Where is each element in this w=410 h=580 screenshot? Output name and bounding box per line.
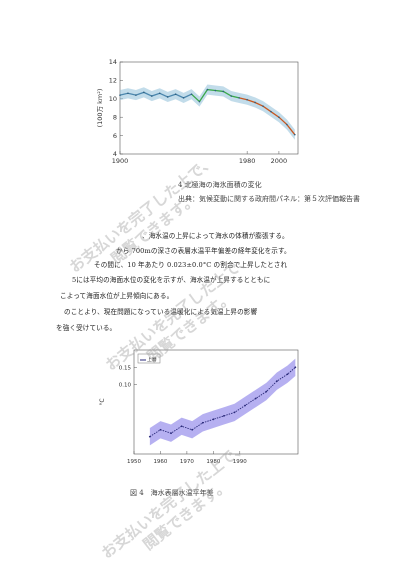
ocean-temperature-data-point	[201, 421, 204, 424]
sea-ice-data-point	[278, 116, 280, 118]
body-line-1: 、海水温の上昇によって海水の体積が膨張する。	[142, 232, 289, 240]
sea-ice-data-point	[214, 89, 217, 92]
ocean-temperature-chart: 上層 0.15 0.10 1950 1960 1970 1980 1990 °C	[99, 349, 299, 465]
ocean-temperature-uncertainty-band	[149, 358, 296, 446]
ocean-temperature-x-tick-label: 1990	[233, 459, 247, 465]
ocean-temperature-series-line	[149, 366, 296, 438]
sea-ice-data-point	[254, 101, 256, 104]
sea-ice-y-tick-label: 8	[113, 113, 117, 121]
watermark-top: お支払いを完了した上で、 閲覧できます。	[66, 152, 230, 292]
sea-ice-data-point	[143, 91, 145, 94]
ocean-temperature-data-point	[233, 411, 236, 414]
figure-1: 14 12 10 8 6 4 1900 1980 2000 (100万 km²)	[96, 58, 308, 170]
sea-ice-series-line	[239, 97, 296, 136]
sea-ice-data-point	[238, 97, 240, 99]
ocean-temperature-y-tick-label: 0.15	[119, 365, 132, 371]
sea-ice-data-point	[262, 105, 264, 107]
ocean-temperature-data-point	[159, 428, 162, 431]
sea-ice-series-line	[119, 91, 192, 99]
sea-ice-y-tick-label: 4	[113, 150, 117, 158]
ocean-temperature-data-point	[170, 432, 172, 435]
legend-box	[137, 353, 161, 364]
sea-ice-data-point	[222, 90, 225, 93]
body-line-4: 5には平均の海面水位の変化を示すが、海水温が上昇するとともに	[72, 276, 271, 284]
ocean-temperature-x-tick-label: 1980	[206, 459, 220, 465]
sea-ice-data-point	[246, 98, 248, 101]
sea-ice-data-point	[230, 95, 233, 97]
body-line-5: こよって海面水位が上昇傾向にある。	[60, 292, 174, 300]
sea-ice-x-tick-label: 1900	[112, 157, 129, 165]
sea-ice-data-point	[286, 123, 288, 126]
ocean-temperature-data-point	[286, 373, 289, 376]
ocean-temperature-data-point	[294, 366, 297, 369]
sea-ice-y-tick-label: 12	[109, 77, 117, 85]
sea-ice-data-point	[294, 133, 296, 136]
sea-ice-data-point	[190, 93, 193, 95]
body-line-3: その間に、10 年あたり 0.023±0.0°C の割合で上昇したとされ	[94, 261, 288, 269]
ocean-temperature-x-tick-label: 1960	[153, 459, 167, 465]
ocean-temperature-data-point	[148, 435, 151, 438]
ocean-temperature-y-tick-label: 0.10	[119, 383, 132, 389]
figure-1-caption-line2: 出典：気候変動に関する政府間パネル：第５次評価報告書	[178, 195, 360, 203]
sea-ice-data-point	[270, 110, 272, 113]
ocean-temperature-data-point	[180, 425, 183, 428]
ocean-temperature-data-point	[265, 390, 268, 393]
sea-ice-y-axis-label: (100万 km²)	[96, 89, 104, 128]
sea-ice-data-point	[166, 96, 169, 98]
sea-ice-y-tick-label: 6	[113, 132, 117, 140]
ocean-temperature-data-point	[212, 418, 215, 421]
body-line-2: から 700mの深さの表層水温平年偏差の経年変化を示す。	[116, 247, 291, 255]
body-line-6: のことより、現在問題になっている温暖化による気温上昇の影響	[64, 308, 258, 316]
ocean-temperature-x-tick-label: 1970	[180, 459, 194, 465]
body-line-7: を強く受けている。	[56, 324, 117, 332]
watermark-top-line1: お支払いを完了した上で、	[66, 151, 219, 277]
sea-ice-data-point	[158, 92, 161, 95]
sea-ice-uncertainty-band	[120, 84, 295, 140]
sea-ice-data-point	[119, 94, 121, 96]
sea-ice-data-point	[174, 93, 177, 95]
ocean-temperature-data-point	[275, 380, 278, 383]
sea-ice-y-tick-label: 10	[109, 95, 117, 103]
ocean-temperature-data-point	[244, 404, 246, 407]
sea-ice-x-tick-label: 1980	[239, 157, 256, 165]
ocean-temperature-x-tick-label: 1950	[127, 459, 141, 465]
figure-2-caption: 図 4 海水表層水温平年差	[130, 489, 214, 497]
ocean-temperature-data-point	[223, 414, 225, 417]
sea-ice-data-point	[198, 100, 201, 103]
watermark-top-line2: 閲覧できます。	[107, 189, 201, 268]
figure-2: 上層 0.15 0.10 1950 1960 1970 1980 1990 °C	[96, 348, 306, 476]
sea-ice-y-tick-label: 14	[109, 58, 117, 66]
ocean-temperature-y-axis-label: °C	[99, 398, 106, 405]
sea-ice-data-point	[135, 94, 137, 96]
sea-ice-data-point	[182, 97, 185, 99]
figure-1-caption-line1: 4 北極海の海氷面積の変化	[178, 181, 262, 189]
ocean-temperature-data-point	[254, 397, 257, 400]
sea-ice-x-tick-label: 2000	[271, 157, 288, 165]
sea-ice-data-point	[127, 92, 129, 95]
ocean-temperature-data-point	[191, 428, 194, 431]
legend-label: 上層	[147, 356, 157, 363]
sea-ice-data-point	[206, 88, 209, 91]
sea-ice-data-point	[150, 95, 153, 97]
